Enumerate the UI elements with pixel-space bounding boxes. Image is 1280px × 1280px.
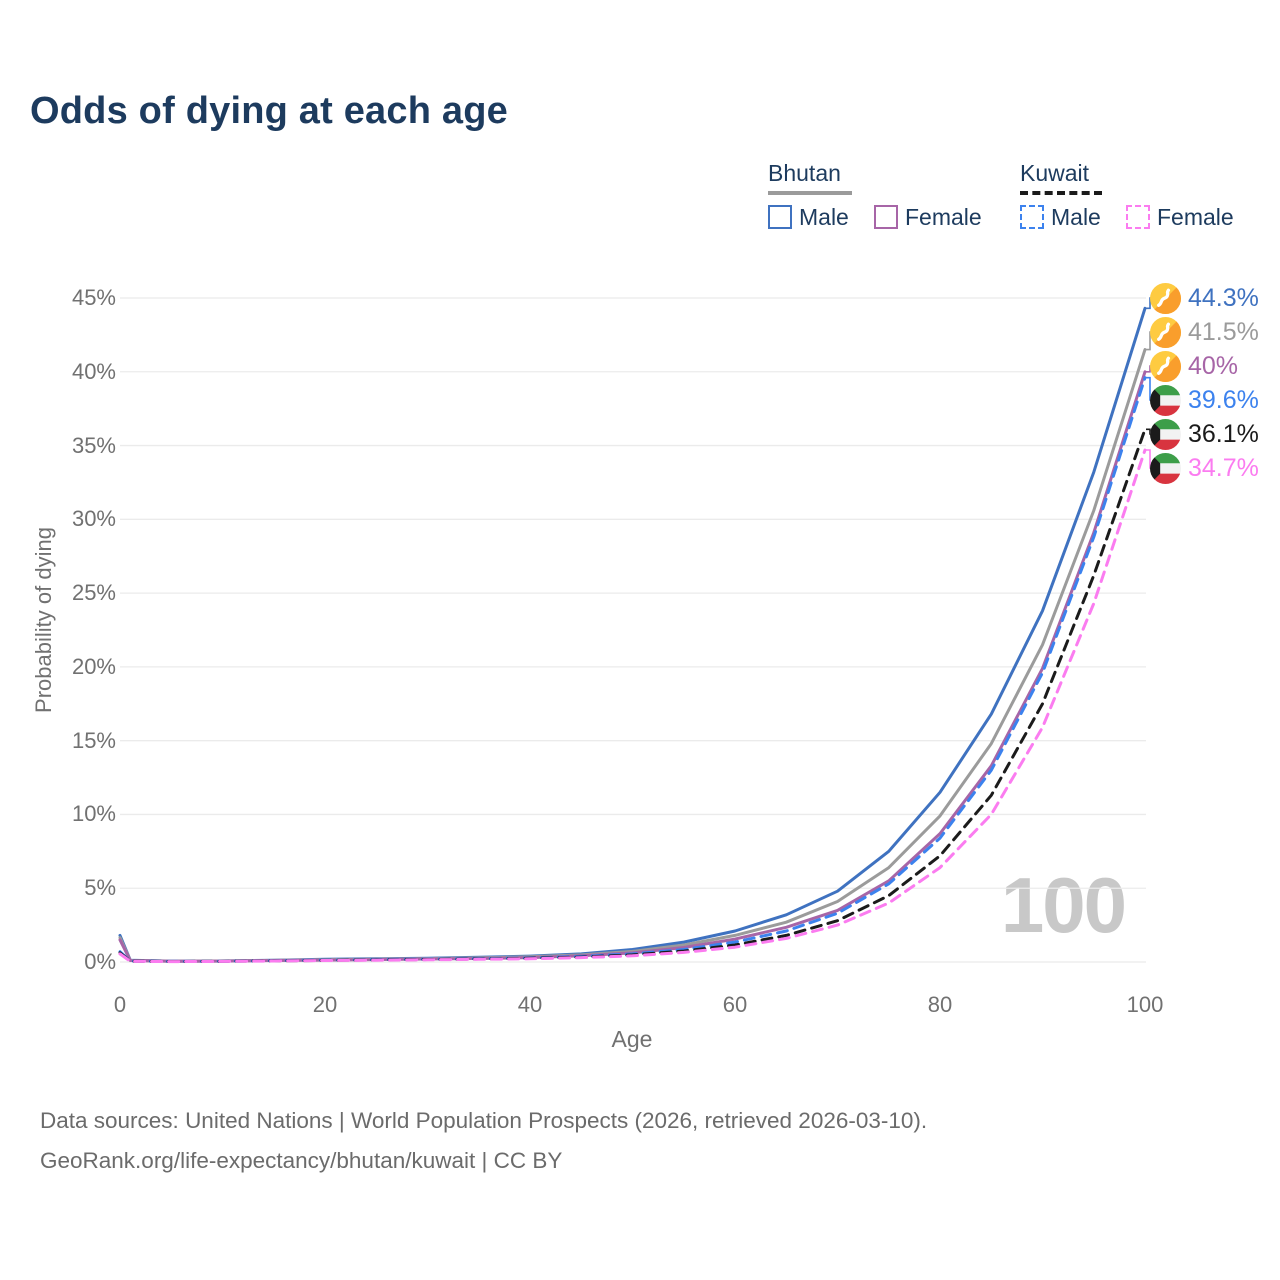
series-line-bhutan-male[interactable] [118,306,1147,963]
legend-swatch-kuwait-male[interactable] [1020,205,1044,229]
end-label-bhutan-female: 40% [1150,350,1238,382]
x-tick-label: 80 [927,992,953,1017]
series-line-kuwait-female[interactable] [118,448,1147,964]
series-line-bhutan-female[interactable] [118,370,1147,963]
end-label-value: 36.1% [1188,419,1259,448]
y-tick-label: 20% [71,653,116,679]
bhutan-flag-icon [1150,282,1181,314]
x-tick-label: 60 [722,992,748,1017]
legend-group-kuwait-line-sample [1020,191,1102,195]
legend-swatch-bhutan-female[interactable] [874,205,898,229]
series-line-kuwait-male[interactable] [118,376,1147,963]
end-label-kuwait-male: 39.6% [1150,384,1259,416]
x-axis-title: Age [611,1026,653,1052]
series-line-bhutan-both[interactable] [118,348,1147,963]
footer-sources: Data sources: United Nations | World Pop… [40,1108,928,1133]
y-tick-label: 10% [71,801,116,827]
end-label-value: 39.6% [1188,385,1259,414]
x-tick-label: 20 [312,992,338,1017]
bhutan-flag-icon [1150,350,1181,382]
end-label-value: 44.3% [1188,283,1259,312]
legend-label-bhutan-female[interactable]: Female [905,204,982,230]
age-watermark: 100 [1000,861,1127,949]
x-tick-label: 0 [113,992,127,1017]
y-tick-label: 0% [84,949,116,974]
end-label-bhutan-male: 44.3% [1150,282,1259,314]
y-tick-label: 25% [71,580,116,606]
page-title: Odds of dying at each age [30,90,508,132]
end-label-kuwait-both: 36.1% [1150,418,1259,450]
legend-label-kuwait-male[interactable]: Male [1051,204,1101,230]
y-tick-label: 35% [71,432,116,458]
legend-group-kuwait-label: Kuwait [1020,160,1090,186]
x-tick-label: 100 [1126,992,1164,1017]
legend-swatch-kuwait-female[interactable] [1126,205,1150,229]
y-axis-title: Probability of dying [31,527,56,713]
legend-label-bhutan-male[interactable]: Male [799,204,849,230]
end-label-value: 41.5% [1188,317,1259,346]
legend-label-kuwait-female[interactable]: Female [1157,204,1234,230]
series-line-kuwait-both[interactable] [118,427,1147,963]
footer-attribution: GeoRank.org/life-expectancy/bhutan/kuwai… [40,1148,563,1173]
end-label-value: 40% [1188,351,1239,380]
legend-group-bhutan-line-sample [768,191,852,195]
kuwait-flag-icon [1150,452,1181,484]
end-label-kuwait-female: 34.7% [1150,452,1259,484]
end-label-value: 34.7% [1188,453,1259,482]
y-tick-label: 40% [71,358,116,384]
y-tick-label: 30% [71,506,116,532]
legend-group-bhutan-label: Bhutan [768,160,841,186]
x-tick-label: 40 [517,992,543,1017]
legend-swatch-bhutan-male[interactable] [768,205,792,229]
y-tick-label: 15% [71,727,116,753]
bhutan-flag-icon [1150,316,1181,348]
kuwait-flag-icon [1150,418,1181,450]
y-tick-label: 5% [84,875,116,901]
kuwait-flag-icon [1150,384,1181,416]
end-label-bhutan-both: 41.5% [1150,316,1259,348]
y-tick-label: 45% [71,285,116,310]
